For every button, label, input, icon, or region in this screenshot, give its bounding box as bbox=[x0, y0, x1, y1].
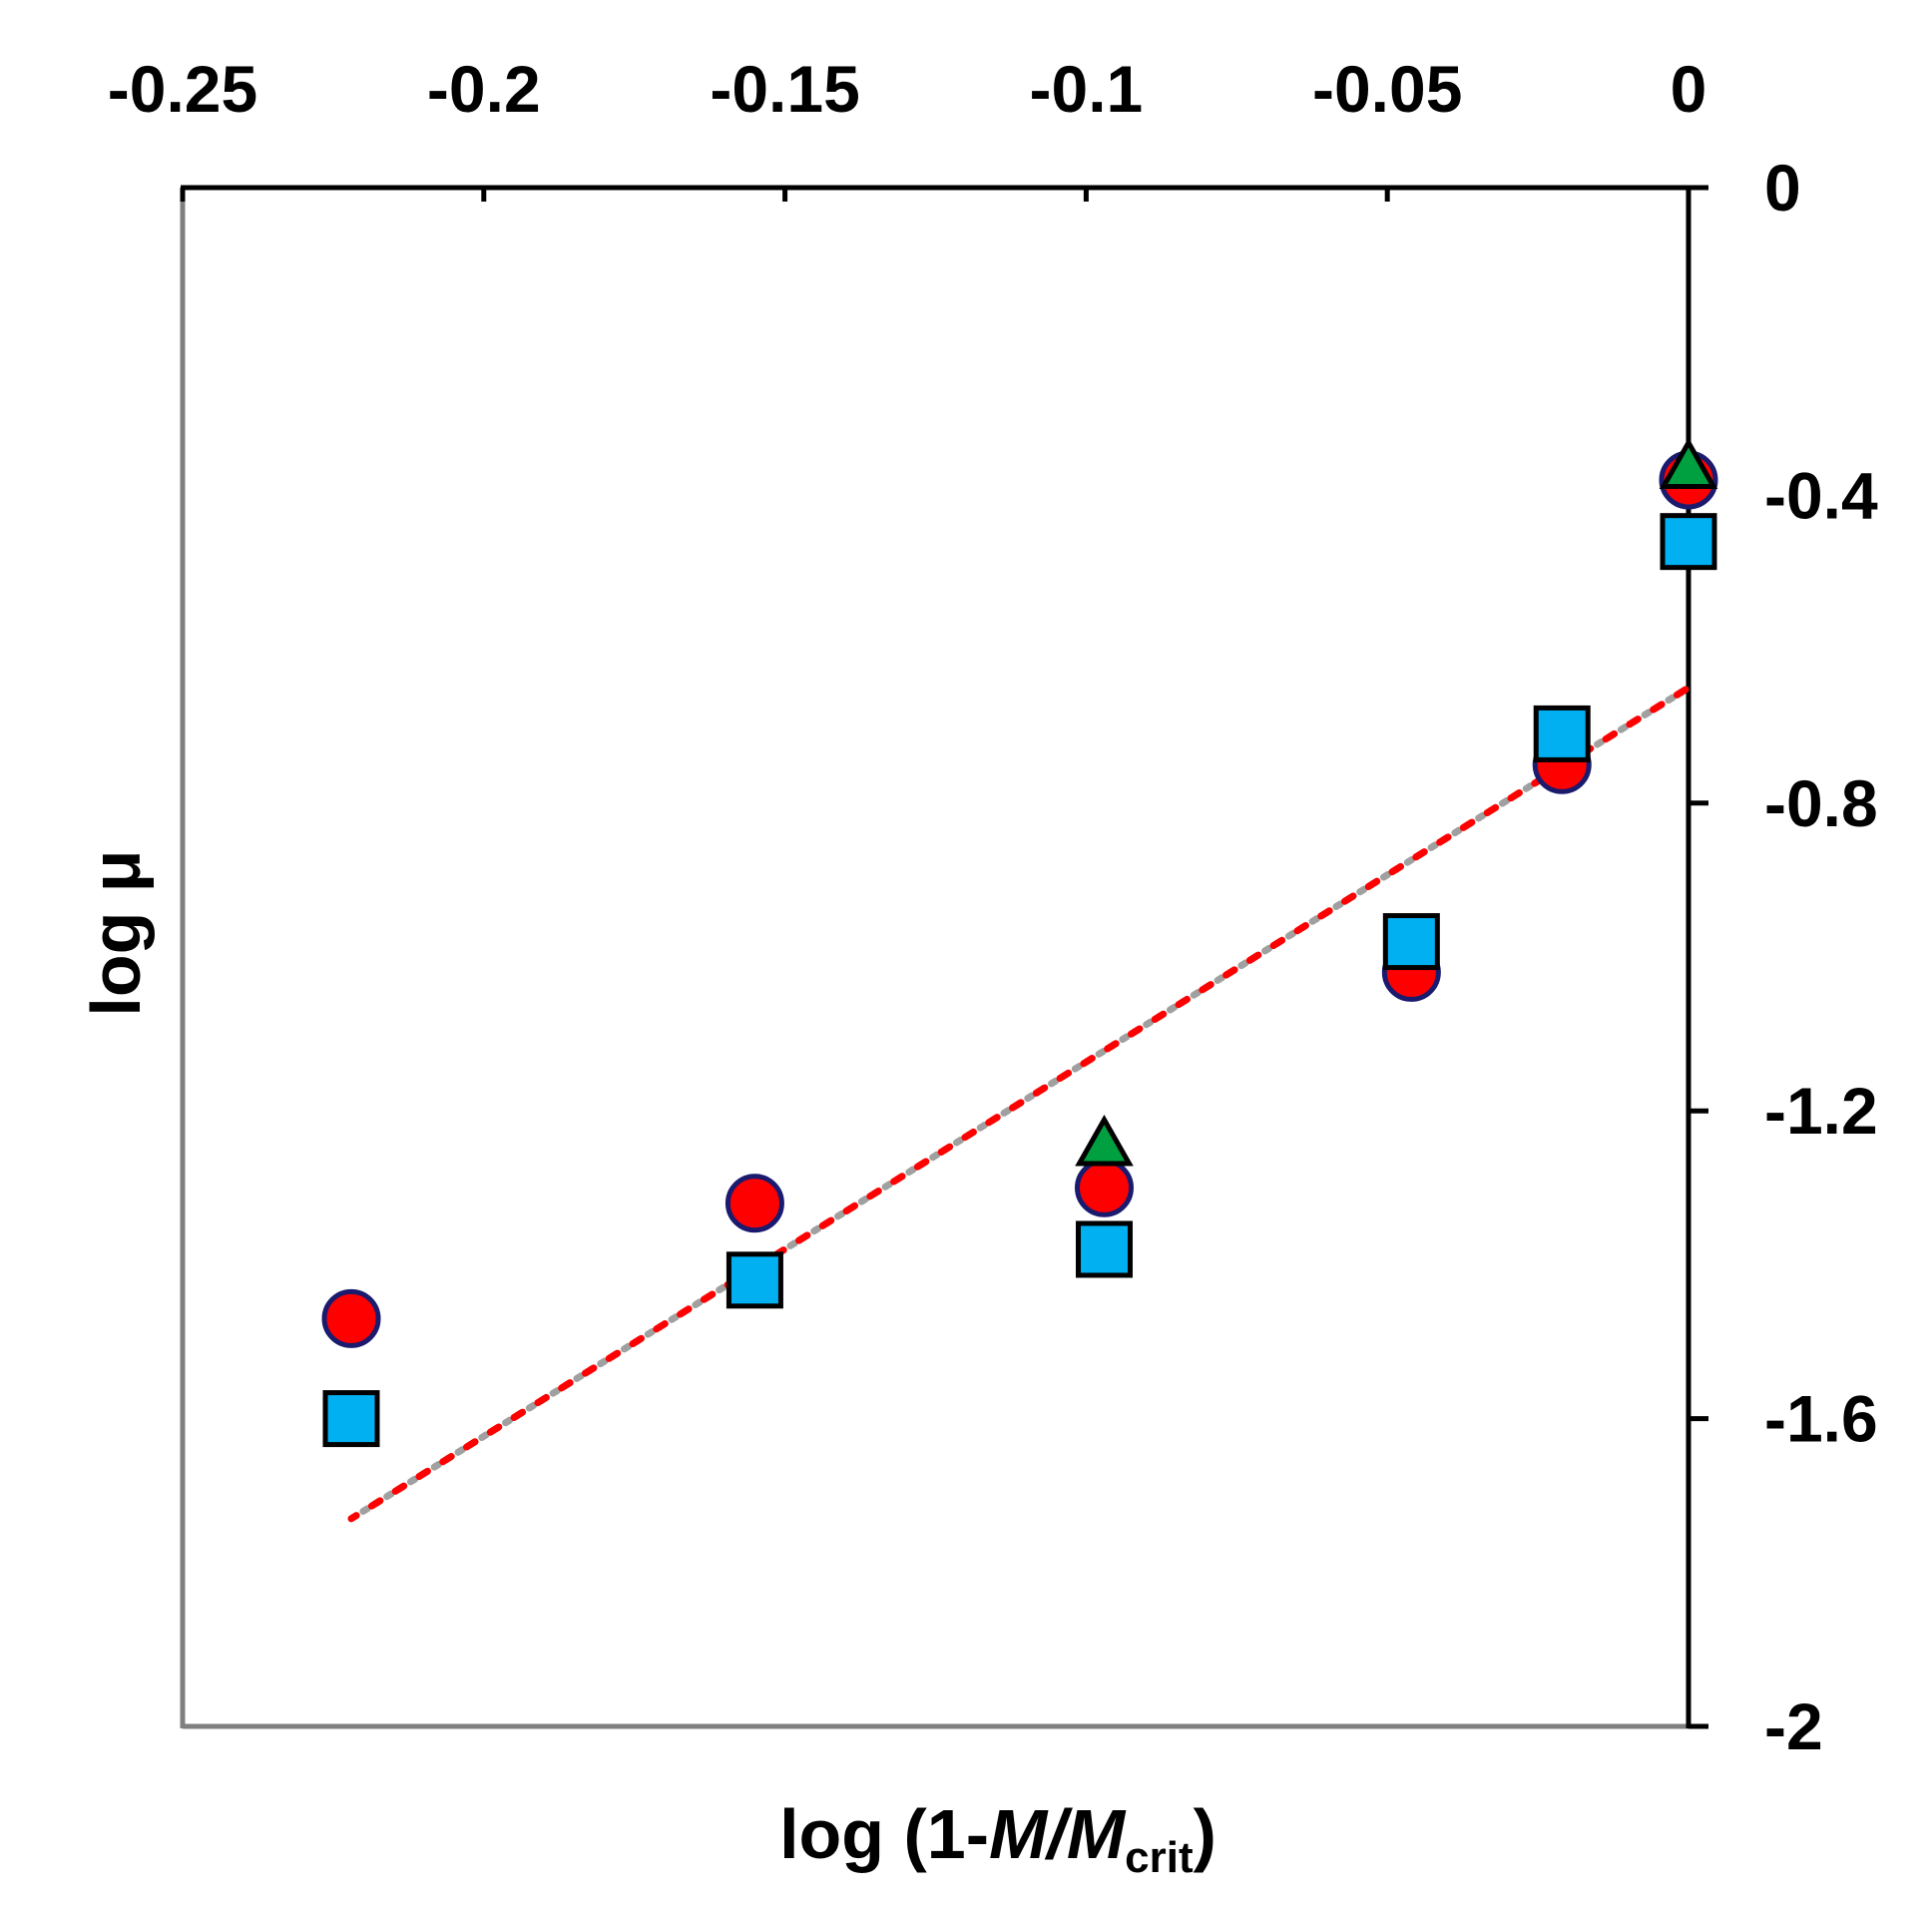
fit-line bbox=[347, 684, 1692, 1523]
fit-line-red bbox=[347, 684, 1692, 1523]
y-tick-label: -0.4 bbox=[1764, 458, 1878, 532]
square-point bbox=[1533, 705, 1591, 762]
x-axis-title-m1: M bbox=[989, 1795, 1049, 1873]
circle-point bbox=[724, 1174, 784, 1233]
square-point bbox=[322, 1390, 380, 1448]
x-axis-title-prefix: log (1- bbox=[779, 1795, 989, 1873]
square-point bbox=[1382, 913, 1440, 971]
circle-point bbox=[1075, 1158, 1135, 1217]
y-tick-label: -0.8 bbox=[1764, 766, 1878, 840]
circle-point bbox=[321, 1288, 381, 1348]
plot-frame bbox=[180, 185, 1691, 1729]
y-axis-title: log μ bbox=[77, 849, 155, 1016]
x-axis-title-suffix: ) bbox=[1194, 1795, 1216, 1873]
triangle-point bbox=[1075, 1114, 1134, 1167]
x-axis-title-subscript: crit bbox=[1125, 1833, 1194, 1882]
square-point bbox=[1660, 513, 1717, 571]
x-axis-title-m2: M bbox=[1067, 1795, 1127, 1873]
y-axis-ticks: 0 -0.4 -0.8 -1.2 -1.6 -2 bbox=[1689, 151, 1878, 1763]
data-markers bbox=[321, 437, 1718, 1448]
y-tick-label: -1.6 bbox=[1764, 1382, 1878, 1456]
x-tick-label: 0 bbox=[1671, 52, 1707, 126]
y-tick-label: 0 bbox=[1764, 151, 1801, 225]
triangle-point bbox=[1659, 437, 1718, 490]
x-tick-label: -0.1 bbox=[1030, 52, 1144, 126]
x-tick-label: -0.15 bbox=[710, 52, 859, 126]
square-point bbox=[725, 1251, 783, 1309]
square-point bbox=[1076, 1220, 1134, 1278]
x-tick-label: -0.25 bbox=[108, 52, 257, 126]
x-tick-label: -0.2 bbox=[427, 52, 541, 126]
y-tick-label: -2 bbox=[1764, 1689, 1823, 1763]
x-axis-title: log (1-M/Mcrit) bbox=[779, 1795, 1216, 1882]
x-axis-ticks: -0.25 -0.2 -0.15 -0.1 -0.05 0 bbox=[108, 52, 1707, 202]
x-tick-label: -0.05 bbox=[1312, 52, 1462, 126]
y-tick-label: -1.2 bbox=[1764, 1074, 1878, 1148]
